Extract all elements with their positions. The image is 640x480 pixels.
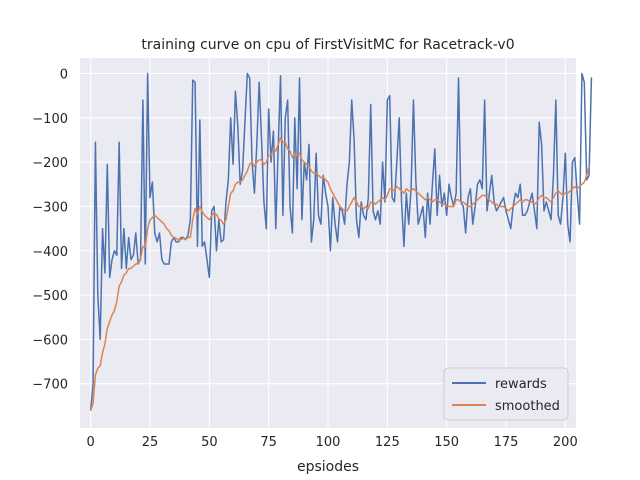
x-tick-label: 0 — [87, 435, 95, 450]
y-tick-label: −500 — [32, 289, 68, 304]
x-tick-label: 175 — [494, 435, 519, 450]
x-tick-label: 125 — [375, 435, 400, 450]
y-tick-label: −600 — [32, 333, 68, 348]
legend-label-smoothed: smoothed — [495, 399, 560, 414]
chart-title: training curve on cpu of FirstVisitMC fo… — [141, 37, 514, 53]
y-tick-label: −300 — [32, 200, 68, 215]
x-axis-label: epsiodes — [297, 459, 359, 475]
y-tick-label: −400 — [32, 245, 68, 260]
legend-box — [443, 367, 569, 421]
grid-lines — [80, 58, 576, 428]
y-tick-label: 0 — [60, 68, 68, 83]
series-line-smoothed — [89, 137, 590, 412]
legend: rewards smoothed — [443, 367, 569, 421]
x-tick-label: 100 — [316, 435, 341, 450]
y-tick-label: −200 — [32, 156, 68, 171]
x-tick-label: 50 — [201, 435, 218, 450]
legend-label-rewards: rewards — [495, 377, 547, 392]
x-tick-label: 200 — [553, 435, 578, 450]
y-tick-label: −100 — [32, 112, 68, 127]
x-tick-label: 25 — [142, 435, 159, 450]
x-tick-label: 150 — [434, 435, 459, 450]
x-tick-label: 75 — [260, 435, 277, 450]
series-lines — [89, 72, 593, 412]
tick-labels: 0 25 50 75 100 125 150 175 200 0 −100 −200 −300 −400 −… — [32, 68, 577, 450]
y-tick-label: −700 — [32, 378, 68, 393]
